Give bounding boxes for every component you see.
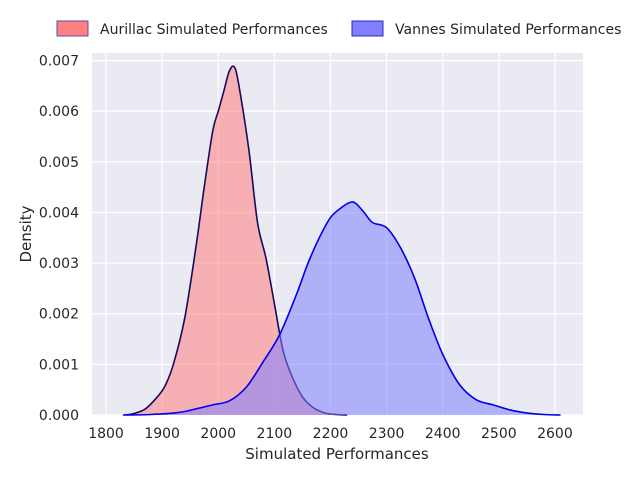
y-tick-label: 0.001 [39, 357, 79, 373]
y-tick-label: 0.007 [39, 54, 79, 70]
series-area-aurillac [125, 66, 348, 415]
x-axis-ticks: 1800 1900 2000 2100 2200 2300 2400 2500 2600 [88, 426, 573, 442]
x-tick-label: 2300 [369, 426, 405, 442]
legend-label-vannes: Vannes Simulated Performances [395, 22, 621, 38]
x-tick-label: 1800 [88, 426, 124, 442]
y-axis-label: Density [17, 205, 35, 262]
x-tick-label: 2400 [425, 426, 461, 442]
y-tick-label: 0.004 [39, 205, 79, 221]
x-tick-label: 2200 [313, 426, 349, 442]
y-tick-label: 0.006 [39, 104, 79, 120]
series-area-vannes [122, 201, 561, 415]
y-tick-label: 0.002 [39, 307, 79, 323]
x-tick-label: 2500 [481, 426, 517, 442]
series-layer [122, 65, 561, 416]
x-tick-label: 2100 [257, 426, 293, 442]
y-tick-label: 0.000 [39, 408, 79, 424]
y-tick-label: 0.005 [39, 155, 79, 171]
x-tick-label: 2600 [537, 426, 573, 442]
x-tick-label: 2000 [200, 426, 236, 442]
y-axis-ticks: 0.000 0.001 0.002 0.003 0.004 0.005 0.006 0.007 [39, 54, 79, 424]
legend-swatch-vannes [351, 20, 384, 37]
series-line-vannes [122, 201, 561, 416]
legend: Aurillac Simulated Performances Vannes S… [56, 20, 621, 38]
y-tick-label: 0.003 [39, 256, 79, 272]
x-tick-label: 1900 [144, 426, 180, 442]
legend-swatch-aurillac [56, 20, 89, 37]
legend-label-aurillac: Aurillac Simulated Performances [100, 22, 328, 38]
x-axis-label: Simulated Performances [245, 445, 429, 463]
